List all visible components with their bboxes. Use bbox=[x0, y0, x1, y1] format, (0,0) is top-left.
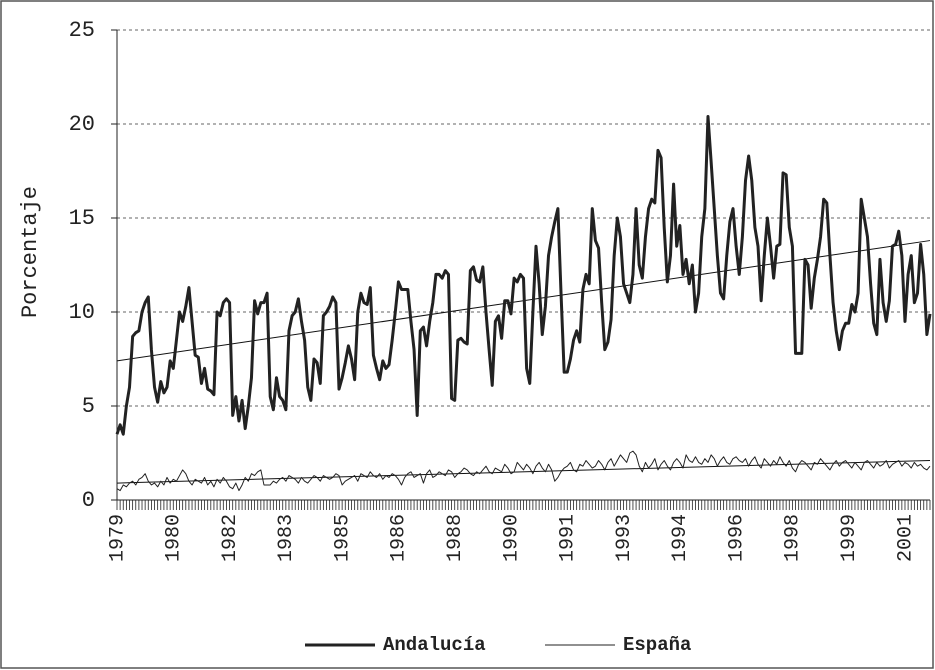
y-tick-label: 25 bbox=[69, 18, 95, 43]
series-line bbox=[115, 114, 932, 436]
y-tick-label: 15 bbox=[69, 206, 95, 231]
x-tick-label: 1998 bbox=[782, 514, 805, 562]
x-tick-label: 1990 bbox=[500, 514, 523, 562]
x-tick-label: 1994 bbox=[669, 514, 692, 562]
y-tick-label: 0 bbox=[82, 488, 95, 513]
x-tick-label: 1993 bbox=[613, 514, 636, 562]
legend-label: Andalucía bbox=[383, 634, 486, 656]
x-tick-label: 1988 bbox=[444, 514, 467, 562]
x-tick-label: 1979 bbox=[106, 514, 129, 562]
y-axis-label: Porcentaje bbox=[18, 186, 43, 318]
x-tick-label: 1999 bbox=[838, 514, 861, 562]
series-line bbox=[116, 450, 931, 492]
y-tick-label: 10 bbox=[69, 300, 95, 325]
trend-line bbox=[116, 460, 931, 484]
x-tick-label: 1986 bbox=[388, 514, 411, 562]
x-tick-label: 1996 bbox=[725, 514, 748, 562]
x-tick-label: 1982 bbox=[219, 514, 242, 562]
y-tick-label: 5 bbox=[82, 394, 95, 419]
x-tick-label: 1983 bbox=[275, 514, 298, 562]
x-tick-label: 1980 bbox=[163, 514, 186, 562]
legend-label: España bbox=[623, 634, 691, 656]
x-tick-label: 1991 bbox=[557, 514, 580, 562]
x-tick-label: 1985 bbox=[331, 514, 354, 562]
x-tick-label: 2001 bbox=[894, 514, 917, 562]
y-tick-label: 20 bbox=[69, 112, 95, 137]
